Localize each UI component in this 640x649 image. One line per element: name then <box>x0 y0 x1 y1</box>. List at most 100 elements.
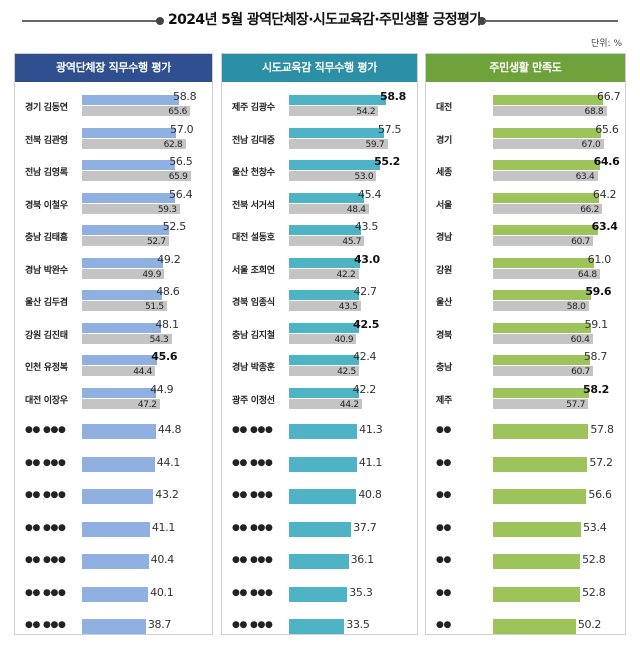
value-label-previous: 68.8 <box>584 107 604 117</box>
row-governor-11: ●● ●●● 44.1 <box>15 450 212 482</box>
value-label-previous: 60.7 <box>571 367 590 377</box>
bar-previous <box>82 236 169 246</box>
bar-current <box>82 290 163 300</box>
value-label-current: 35.3 <box>349 585 373 599</box>
bar-previous <box>82 398 160 409</box>
row-superintendent-12: ●● ●●● 40.8 <box>222 482 417 514</box>
category-label: 대전 <box>436 103 452 113</box>
row-resident-12: ●● 56.6 <box>426 482 625 514</box>
bar-current <box>493 554 581 569</box>
row-governor-13: ●● ●●● 41.1 <box>15 515 212 547</box>
category-label: 세종 <box>436 168 452 178</box>
bar-previous <box>82 106 191 116</box>
value-label-current: 50.2 <box>577 618 602 631</box>
value-label-previous: 59.3 <box>157 204 177 215</box>
bar-previous <box>289 138 388 149</box>
bar-current <box>289 225 361 235</box>
value-label-current: 56.4 <box>169 187 193 201</box>
category-label: ●● ●●● <box>232 457 273 468</box>
value-label-current: 44.8 <box>157 423 182 436</box>
category-label: 충남 김태흠 <box>25 233 68 243</box>
bar-current <box>289 192 364 203</box>
category-label: ●● ●●● <box>232 555 273 565</box>
value-label-previous: 65.6 <box>168 107 188 117</box>
bar-current <box>289 160 381 170</box>
row-superintendent-6: 경북 임종식 42.7 43.5 <box>222 285 417 319</box>
row-superintendent-0: 제주 김광수 58.8 54.2 <box>222 90 417 124</box>
row-resident-5: 강원 61.0 64.8 <box>426 252 625 287</box>
bar-previous <box>289 398 362 409</box>
bar-current <box>82 355 158 365</box>
bar-previous <box>493 236 594 246</box>
bar-current <box>82 225 169 235</box>
bar-current <box>289 322 360 333</box>
row-governor-12: ●● ●●● 43.2 <box>15 482 212 514</box>
title-dot-left <box>156 17 164 25</box>
row-governor-5: 경남 박완수 49.2 49.9 <box>15 252 212 287</box>
row-superintendent-15: ●● ●●● 35.3 <box>222 580 417 612</box>
value-label-current: 43.2 <box>155 488 179 501</box>
category-label: 서울 <box>436 200 452 211</box>
bar-current <box>82 489 154 504</box>
row-superintendent-5: 서울 조희연 43.0 42.2 <box>222 253 417 287</box>
bar-previous <box>493 203 603 214</box>
value-label-current: 33.5 <box>346 618 370 631</box>
category-label: ●● ●●● <box>232 490 273 500</box>
value-label-previous: 52.7 <box>146 237 166 247</box>
bar-current <box>289 619 345 634</box>
category-label: 울산 <box>436 298 452 308</box>
category-label: 인천 유정복 <box>25 363 68 373</box>
row-superintendent-2: 울산 천창수 55.2 53.0 <box>222 155 417 189</box>
category-label: 전북 김관영 <box>25 135 68 146</box>
value-label-current: 63.4 <box>591 220 618 233</box>
value-label-current: 45.6 <box>151 350 178 363</box>
category-label: 서울 조희연 <box>232 265 275 276</box>
bar-current <box>82 127 177 138</box>
category-label: 울산 김두겸 <box>25 298 68 308</box>
category-label: 경남 박완수 <box>25 265 68 276</box>
category-label: 광주 이정선 <box>232 395 275 406</box>
value-label-current: 58.7 <box>583 350 608 363</box>
value-label-current: 52.8 <box>582 585 606 599</box>
category-label: ●● ●●● <box>25 522 66 533</box>
value-label-previous: 67.0 <box>581 139 601 150</box>
bar-previous <box>289 268 359 279</box>
value-label-current: 42.4 <box>352 350 377 363</box>
value-label-current: 41.1 <box>151 520 176 534</box>
value-label-current: 61.0 <box>587 252 612 266</box>
bar-current <box>493 127 602 138</box>
bar-current <box>493 257 594 268</box>
category-label: ●● ●●● <box>232 522 273 533</box>
category-label: ●● <box>436 587 452 598</box>
value-label-current: 48.1 <box>155 317 179 331</box>
bar-previous <box>289 301 361 311</box>
row-resident-6: 울산 59.6 58.0 <box>426 285 625 319</box>
row-resident-9: 제주 58.2 57.7 <box>426 383 625 417</box>
category-label: ●● <box>436 490 452 500</box>
bar-current <box>289 521 352 537</box>
value-label-current: 52.5 <box>162 220 187 233</box>
panel-resident: 주민생활 만족도 대전 66.7 68.8 경기 65.6 67.0 세종 64.6 63.4 서… <box>425 53 626 635</box>
category-label: 충남 김지철 <box>232 330 275 341</box>
category-label: 제주 <box>436 395 452 406</box>
bar-current <box>82 160 176 170</box>
category-label: 전북 서거석 <box>232 200 275 211</box>
value-label-current: 42.2 <box>352 382 377 396</box>
row-resident-0: 대전 66.7 68.8 <box>426 90 625 124</box>
row-governor-9: 대전 이장우 44.9 47.2 <box>15 383 212 417</box>
row-governor-8: 인천 유정복 45.6 44.4 <box>15 350 212 384</box>
row-governor-7: 강원 김진태 48.1 54.3 <box>15 317 212 352</box>
category-label: 경북 이철우 <box>25 200 68 211</box>
bar-current <box>493 619 576 634</box>
value-label-previous: 63.4 <box>575 172 595 182</box>
row-superintendent-10: ●● ●●● 41.3 <box>222 417 417 449</box>
category-label: ●● <box>436 522 452 533</box>
category-label: ●● ●●● <box>25 620 66 630</box>
category-label: 전남 김영록 <box>25 168 68 178</box>
bar-previous <box>82 268 165 279</box>
panel-header-superintendent: 시도교육감 직무수행 평가 <box>222 54 417 82</box>
row-governor-15: ●● ●●● 40.1 <box>15 580 212 612</box>
value-label-current: 49.2 <box>157 252 181 266</box>
category-label: ●● ●●● <box>25 457 66 468</box>
bar-current <box>82 619 146 634</box>
